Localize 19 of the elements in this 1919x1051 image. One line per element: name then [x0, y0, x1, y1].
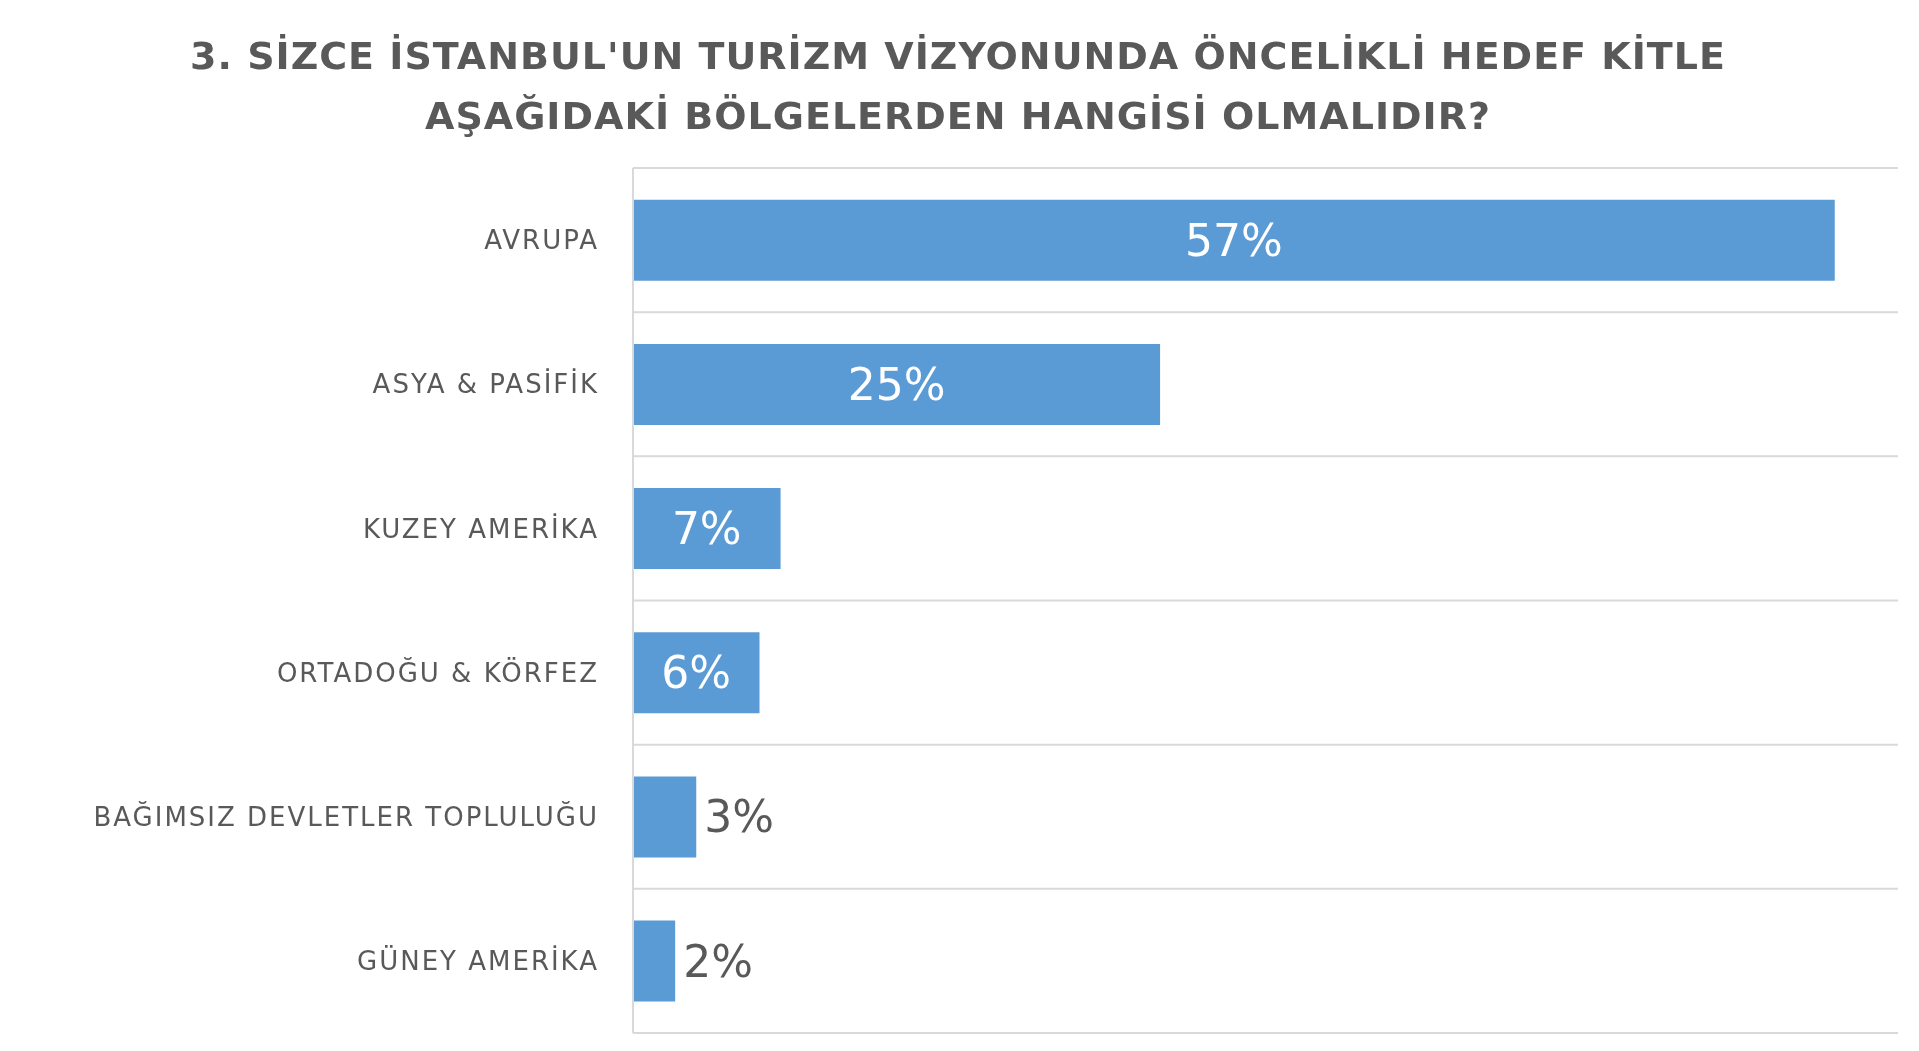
y-tick-label: ORTADOĞU & KÖRFEZ: [276, 656, 599, 688]
y-tick-label: AVRUPA: [484, 225, 599, 256]
bar: [633, 920, 676, 1002]
bar: [633, 343, 1161, 425]
data-label: 2%: [683, 935, 753, 987]
bar: [633, 776, 697, 858]
y-tick-label: ASYA & PASİFİK: [372, 368, 599, 400]
bar: [633, 199, 1835, 281]
bar: [633, 488, 781, 570]
data-label: 6%: [661, 647, 732, 699]
y-tick-label: GÜNEY AMERİKA: [357, 945, 599, 977]
y-tick-label: KUZEY AMERİKA: [362, 512, 599, 544]
bar: [633, 632, 760, 714]
data-label: 25%: [847, 358, 946, 410]
y-tick-label: BAĞIMSIZ DEVLETLER TOPLULUĞU: [93, 800, 599, 832]
data-label: 7%: [671, 503, 742, 555]
data-label: 57%: [1184, 214, 1283, 266]
data-label: 3%: [704, 791, 775, 843]
chart-title: 3. SİZCE İSTANBUL'UN TURİZM VİZYONUNDA ÖNCELİKLİ HEDEF KİTLE AŞAĞIDAKİ BÖLGELERDEN HANGİSİ OLMALIDIR?: [189, 33, 1727, 140]
